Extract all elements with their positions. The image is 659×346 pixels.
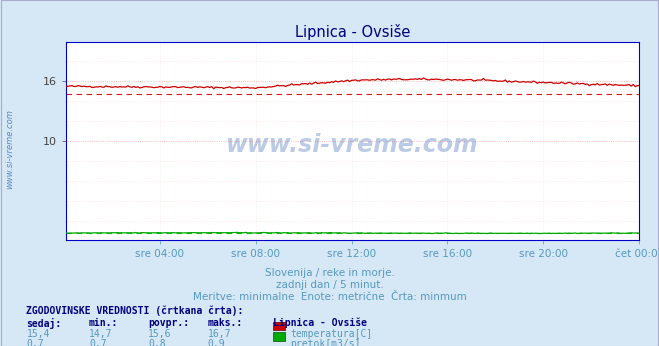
Text: 0,9: 0,9	[208, 339, 225, 346]
Text: ZGODOVINSKE VREDNOSTI (črtkana črta):: ZGODOVINSKE VREDNOSTI (črtkana črta):	[26, 305, 244, 316]
Text: sedaj:: sedaj:	[26, 318, 61, 329]
Text: www.si-vreme.com: www.si-vreme.com	[5, 109, 14, 189]
Text: povpr.:: povpr.:	[148, 318, 189, 328]
Text: 14,7: 14,7	[89, 329, 113, 339]
Text: 0,7: 0,7	[89, 339, 107, 346]
Text: 0,8: 0,8	[148, 339, 166, 346]
Text: zadnji dan / 5 minut.: zadnji dan / 5 minut.	[275, 280, 384, 290]
Text: Lipnica - Ovsiše: Lipnica - Ovsiše	[273, 318, 368, 328]
Text: temperatura[C]: temperatura[C]	[291, 329, 373, 339]
Text: min.:: min.:	[89, 318, 119, 328]
Text: 0,7: 0,7	[26, 339, 44, 346]
Text: Slovenija / reke in morje.: Slovenija / reke in morje.	[264, 268, 395, 278]
Text: www.si-vreme.com: www.si-vreme.com	[226, 133, 479, 157]
Text: 16,7: 16,7	[208, 329, 231, 339]
Text: 15,6: 15,6	[148, 329, 172, 339]
Text: maks.:: maks.:	[208, 318, 243, 328]
Text: 15,4: 15,4	[26, 329, 50, 339]
Text: pretok[m3/s]: pretok[m3/s]	[291, 339, 361, 346]
Text: Meritve: minimalne  Enote: metrične  Črta: minmum: Meritve: minimalne Enote: metrične Črta:…	[192, 292, 467, 302]
Title: Lipnica - Ovsiše: Lipnica - Ovsiše	[295, 24, 411, 40]
